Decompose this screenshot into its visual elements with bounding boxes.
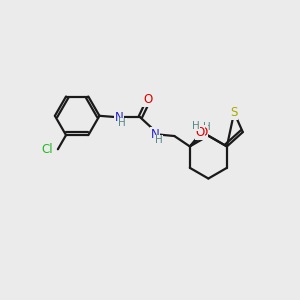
- Text: O: O: [196, 126, 205, 139]
- Text: O: O: [199, 126, 208, 139]
- Text: N: N: [114, 111, 123, 124]
- Text: H: H: [155, 136, 163, 146]
- Text: S: S: [230, 106, 238, 119]
- Text: H: H: [192, 121, 200, 130]
- Text: O: O: [143, 93, 152, 106]
- Text: H: H: [118, 118, 126, 128]
- Text: N: N: [151, 128, 159, 141]
- Text: Cl: Cl: [41, 143, 52, 156]
- Text: H: H: [203, 122, 211, 132]
